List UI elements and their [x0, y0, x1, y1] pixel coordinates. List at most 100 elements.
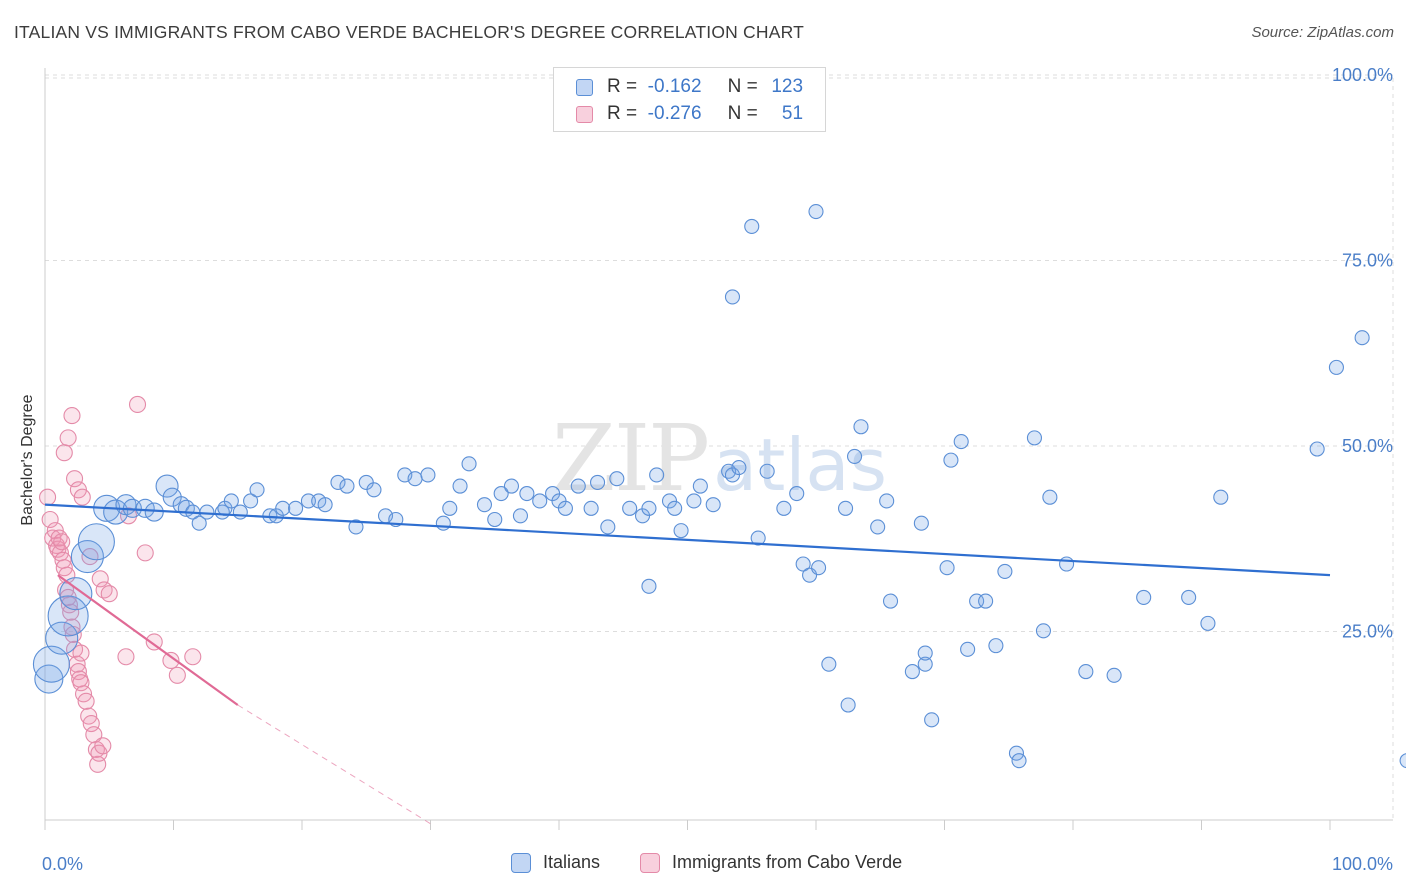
legend-r-value-italians: -0.162	[647, 76, 702, 97]
point-cabo-verde	[77, 692, 95, 710]
point-italians	[879, 493, 895, 509]
point-italians	[275, 500, 291, 516]
point-italians	[199, 504, 215, 520]
point-italians	[452, 478, 468, 494]
point-cabo-verde	[55, 444, 73, 462]
point-italians	[776, 500, 792, 516]
point-italians	[838, 500, 854, 516]
point-italians	[1181, 589, 1197, 605]
point-italians	[759, 463, 775, 479]
point-italians	[557, 500, 573, 516]
bottom-legend-italians: Italians	[511, 852, 600, 873]
point-italians	[917, 656, 933, 672]
point-italians	[493, 485, 509, 502]
point-italians	[348, 519, 364, 535]
point-italians	[622, 500, 638, 516]
legend-swatch-cabo	[576, 105, 593, 123]
point-italians	[288, 500, 304, 516]
point-cabo-verde	[53, 533, 71, 551]
legend-r-value-cabo: -0.276	[647, 103, 702, 124]
watermark: ZIP atlas	[552, 405, 887, 512]
point-italians	[243, 493, 259, 509]
point-cabo-verde	[168, 666, 186, 684]
point-cabo-verde	[72, 674, 90, 692]
point-cabo-verde	[81, 548, 99, 566]
source-label: Source: ZipAtlas.com	[1251, 24, 1394, 41]
point-italians	[978, 593, 994, 609]
point-italians	[103, 499, 129, 525]
point-italians	[943, 452, 959, 468]
point-italians	[882, 593, 899, 609]
point-italians	[840, 697, 856, 713]
point-italians	[692, 478, 708, 494]
point-italians	[924, 712, 940, 728]
legend-r-label: R =	[607, 76, 638, 97]
legend-n-label: N =	[727, 76, 758, 97]
point-italians	[420, 467, 436, 483]
point-italians	[330, 474, 346, 490]
point-italians	[904, 664, 920, 680]
point-italians	[609, 471, 625, 487]
point-italians	[155, 474, 179, 498]
point-italians	[705, 497, 721, 513]
legend-row-italians: R = -0.162 N = 123	[576, 74, 803, 100]
point-italians	[853, 419, 869, 435]
point-italians	[661, 493, 678, 509]
point-italians	[1042, 489, 1058, 505]
point-cabo-verde	[62, 603, 80, 621]
axes	[44, 68, 1393, 830]
point-italians	[744, 218, 760, 234]
series-italians	[32, 204, 1406, 769]
point-italians	[512, 508, 529, 524]
point-italians	[232, 504, 248, 520]
point-italians	[1309, 441, 1325, 457]
point-italians	[649, 467, 665, 483]
point-cabo-verde	[63, 407, 81, 425]
point-cabo-verde	[128, 395, 147, 414]
series-cabo-verde	[39, 395, 202, 773]
legend-n-value-cabo: 51	[781, 103, 804, 124]
point-italians	[162, 487, 182, 507]
y-tick-label: 100.0%	[1332, 65, 1393, 85]
point-italians	[913, 515, 929, 531]
trendline-cabo-verde-extension	[237, 704, 431, 825]
bottom-legend-label-italians: Italians	[543, 852, 601, 872]
point-cabo-verde	[66, 470, 84, 488]
point-cabo-verde	[136, 544, 154, 562]
y-tick-label: 25.0%	[1342, 622, 1393, 642]
point-italians	[795, 556, 811, 572]
point-italians	[917, 645, 933, 661]
point-italians	[1213, 489, 1229, 505]
point-italians	[476, 497, 493, 513]
point-italians	[641, 500, 657, 516]
point-italians	[1399, 753, 1406, 769]
point-italians	[1026, 430, 1042, 446]
trendline-cabo-verde	[57, 574, 239, 706]
bottom-legend-swatch-cabo	[640, 852, 660, 873]
point-cabo-verde	[100, 585, 118, 603]
y-tick-label: 50.0%	[1342, 436, 1393, 456]
point-cabo-verde	[91, 570, 109, 588]
point-italians	[724, 289, 741, 305]
point-italians	[960, 641, 976, 657]
point-cabo-verde	[145, 633, 163, 651]
point-italians	[641, 578, 657, 594]
point-cabo-verde	[41, 510, 59, 529]
point-italians	[34, 664, 64, 694]
tick-labels: 25.0% 50.0% 75.0% 100.0% 0.0% 100.0%	[42, 65, 1393, 874]
trendlines	[44, 503, 1331, 825]
point-italians	[317, 497, 333, 513]
watermark-atlas: atlas	[713, 423, 887, 507]
point-italians	[953, 434, 969, 450]
point-italians	[1011, 753, 1027, 769]
point-italians	[686, 493, 702, 509]
point-cabo-verde	[73, 488, 91, 506]
point-italians	[997, 563, 1013, 579]
point-cabo-verde	[117, 648, 135, 666]
point-cabo-verde	[94, 737, 112, 755]
point-italians	[988, 638, 1004, 654]
point-cabo-verde	[82, 714, 100, 733]
point-italians	[750, 530, 766, 546]
point-italians	[939, 560, 955, 576]
point-italians	[731, 459, 747, 476]
